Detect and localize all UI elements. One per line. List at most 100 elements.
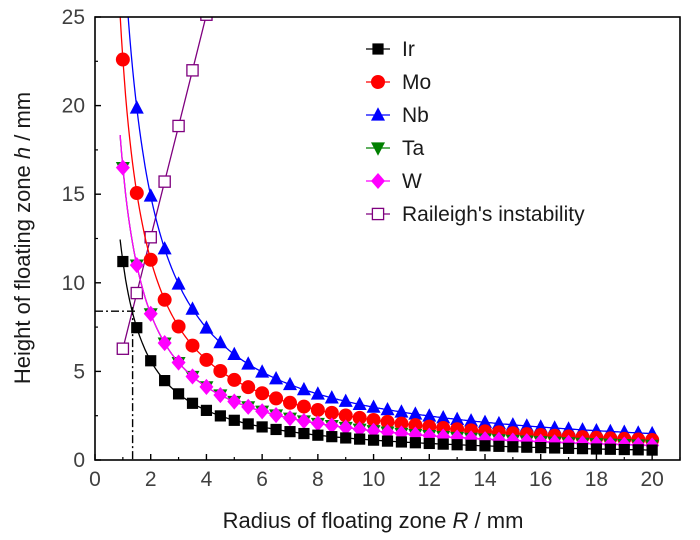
data-point [352, 396, 367, 411]
data-point [422, 408, 437, 422]
data-point [296, 399, 311, 414]
data-point [242, 418, 254, 430]
data-point [437, 438, 449, 450]
data-point [255, 386, 270, 401]
data-point [284, 426, 296, 438]
data-point [380, 414, 395, 429]
x-tick-label: 6 [256, 468, 268, 491]
data-point [213, 334, 228, 349]
data-point [505, 417, 520, 431]
series-line [122, 17, 207, 349]
data-point [116, 342, 130, 355]
data-point [172, 388, 185, 400]
legend-item-ta: Ta [366, 137, 425, 160]
x-tick-label: 12 [418, 468, 441, 491]
data-point [185, 368, 200, 385]
x-axis-title: Radius of floating zone R / mm [223, 508, 524, 533]
data-point [436, 410, 451, 424]
y-tick-label: 10 [62, 272, 85, 295]
data-point [298, 427, 310, 440]
data-point [312, 429, 324, 441]
data-point [310, 415, 325, 432]
legend-marker [371, 142, 385, 156]
data-point [158, 175, 171, 188]
data-point [310, 386, 325, 400]
data-point [241, 398, 256, 415]
data-point [131, 322, 143, 334]
data-point [227, 393, 242, 410]
data-point [171, 319, 186, 334]
data-point [338, 393, 353, 407]
data-point [366, 412, 381, 427]
series-layer [115, 17, 660, 456]
x-tick-label: 0 [89, 468, 101, 491]
data-point [214, 410, 226, 422]
data-point [227, 372, 242, 387]
x-axis-title-var: R [453, 508, 469, 533]
legend: Ir Mo Nb Ta W Raileigh's instability [366, 38, 585, 226]
data-point [171, 276, 186, 290]
legend-item-raileigh-s-instability: Raileigh's instability [366, 203, 585, 226]
legend-label: Nb [402, 104, 429, 127]
y-axis-title: Height of floating zone h / mm [10, 92, 35, 384]
data-point [199, 320, 214, 334]
data-point [604, 443, 616, 455]
data-point [117, 255, 129, 268]
legend-marker [371, 107, 385, 121]
data-point [338, 419, 353, 436]
data-point [590, 443, 603, 455]
y-axis-title-var: h [10, 147, 35, 159]
data-point [479, 440, 491, 452]
data-point [115, 159, 130, 176]
data-point [394, 416, 409, 431]
data-point [185, 338, 200, 353]
data-point [367, 434, 380, 446]
data-point [241, 356, 256, 370]
data-point [144, 231, 157, 244]
y-tick-label: 20 [62, 95, 85, 118]
data-point [646, 444, 658, 456]
data-point [352, 421, 367, 438]
data-point [395, 436, 408, 448]
data-point [129, 186, 144, 201]
data-point [576, 443, 589, 455]
data-point [185, 301, 200, 315]
legend-label: Ir [402, 38, 415, 61]
legend-item-nb: Nb [366, 104, 429, 127]
data-point [283, 376, 297, 391]
data-point [618, 443, 630, 456]
data-point [143, 252, 158, 267]
data-point [200, 404, 213, 416]
data-point [450, 411, 465, 425]
x-tick-label: 8 [312, 468, 324, 491]
data-point [157, 334, 172, 352]
data-point [324, 417, 339, 434]
axes: 0 2 4 6 8 10 12 14 16 18 20 0 5 10 15 20 25 [62, 6, 681, 491]
y-axis-title-prefix: Height of floating zone [10, 159, 35, 384]
data-point [354, 433, 366, 445]
legend-label: W [402, 170, 422, 193]
legend-label: Mo [402, 71, 431, 94]
data-point [157, 241, 172, 255]
data-point [326, 431, 338, 443]
x-tick-label: 4 [201, 468, 213, 491]
data-point [366, 399, 381, 413]
legend-item-ir: Ir [366, 38, 415, 61]
data-point [464, 413, 479, 427]
data-point [507, 441, 519, 453]
y-tick-label: 0 [73, 449, 85, 472]
data-point [186, 64, 199, 77]
data-point [535, 441, 547, 454]
series-line [119, 17, 653, 441]
x-tick-label: 18 [585, 468, 608, 491]
x-axis-title-suffix: / mm [468, 508, 523, 533]
x-tick-label: 2 [145, 468, 157, 491]
legend-label: Raileigh's instability [402, 203, 585, 226]
x-tick-label: 16 [529, 468, 552, 491]
data-point [283, 410, 297, 427]
y-axis-title-suffix: / mm [10, 92, 35, 147]
data-point [491, 415, 506, 430]
data-point [186, 397, 199, 409]
legend-label: Ta [402, 137, 425, 160]
data-point [199, 352, 214, 367]
